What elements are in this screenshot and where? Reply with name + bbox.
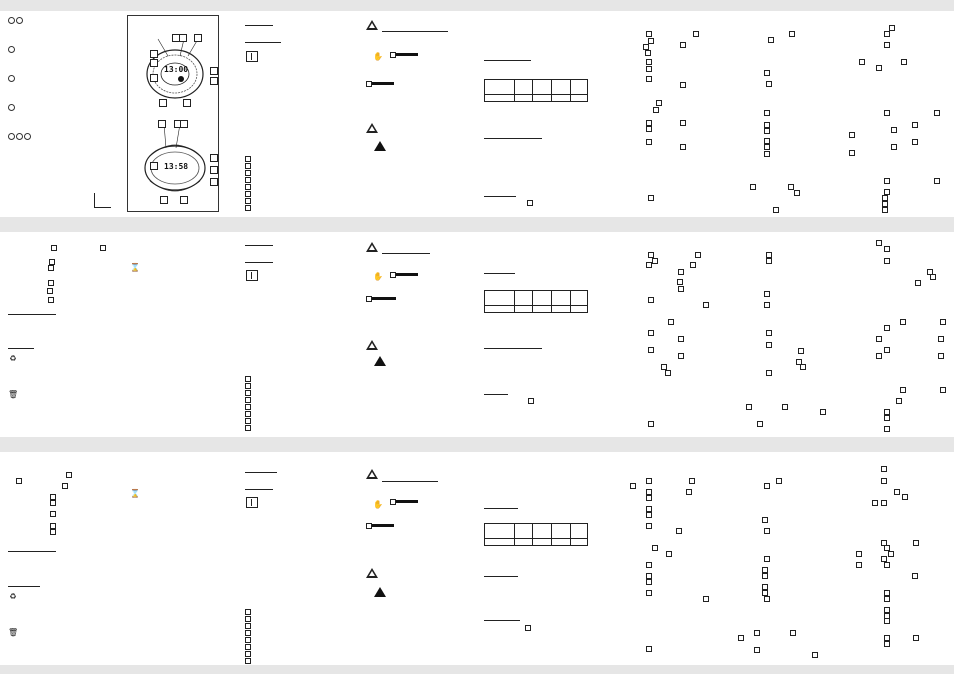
heading-rule bbox=[245, 472, 277, 473]
heading-rule bbox=[484, 138, 542, 139]
heading-rule bbox=[245, 42, 281, 43]
heading-rule bbox=[484, 196, 516, 197]
warning-icon bbox=[366, 469, 378, 479]
hazard-icon bbox=[374, 587, 386, 597]
symbol-icon bbox=[8, 46, 15, 53]
manual-icon bbox=[246, 51, 258, 62]
callout-label bbox=[210, 166, 218, 174]
callout-label bbox=[210, 154, 218, 162]
heading-rule bbox=[382, 253, 430, 254]
warning-icon bbox=[366, 568, 378, 578]
hand-icon: ✋ bbox=[373, 272, 383, 281]
callout-label bbox=[210, 178, 218, 186]
recycle-icon: ♻ bbox=[9, 354, 17, 363]
page-panel-1: 13:00 13:58 ✋ bbox=[0, 0, 954, 217]
heading-rule bbox=[484, 620, 520, 621]
page-panel-3: ⌛ ♻ 🗑 ✋ bbox=[0, 452, 954, 665]
separator-band-bottom bbox=[0, 665, 954, 674]
symbol-icon bbox=[8, 133, 15, 140]
heading-rule bbox=[484, 576, 518, 577]
marker-box bbox=[390, 499, 396, 505]
heading-rule bbox=[484, 273, 515, 274]
heading-rule bbox=[484, 348, 542, 349]
watch-illustration bbox=[144, 38, 206, 192]
callout-label bbox=[183, 99, 191, 107]
heading-rule bbox=[245, 262, 273, 263]
sleep-icon: ⌛ bbox=[130, 263, 140, 272]
sleep-icon: ⌛ bbox=[130, 489, 140, 498]
highlight-bar bbox=[372, 82, 394, 85]
display-bottom: 13:58 bbox=[164, 162, 189, 171]
manual-icon bbox=[246, 270, 258, 281]
highlight-bar bbox=[372, 524, 394, 527]
bin-icon: 🗑 bbox=[8, 390, 19, 399]
heading-rule bbox=[8, 551, 56, 552]
watch-figure: 13:00 13:58 bbox=[127, 15, 219, 212]
usage-table bbox=[484, 523, 588, 546]
heading-rule bbox=[382, 31, 448, 32]
warning-icon bbox=[366, 340, 378, 350]
separator-band-1 bbox=[0, 217, 954, 232]
hazard-icon bbox=[374, 356, 386, 366]
heading-rule bbox=[8, 348, 34, 349]
warning-icon bbox=[366, 242, 378, 252]
callout-label bbox=[160, 196, 168, 204]
separator-band-top bbox=[0, 0, 954, 11]
callout-label bbox=[150, 50, 158, 58]
heading-rule bbox=[245, 245, 273, 246]
highlight-bar bbox=[396, 500, 418, 503]
marker-box bbox=[366, 296, 372, 302]
marker-box bbox=[366, 523, 372, 529]
symbol-icon bbox=[8, 17, 15, 24]
heading-rule bbox=[8, 314, 56, 315]
symbol-icon bbox=[24, 133, 31, 140]
marker-box bbox=[390, 52, 396, 58]
heading-rule bbox=[245, 489, 273, 490]
symbol-icon bbox=[8, 75, 15, 82]
bin-icon: 🗑 bbox=[8, 628, 19, 637]
hazard-icon bbox=[374, 141, 386, 151]
corner-mark bbox=[94, 193, 111, 208]
marker-box bbox=[390, 272, 396, 278]
warning-icon bbox=[366, 20, 378, 30]
heading-rule bbox=[382, 481, 438, 482]
callout-label bbox=[158, 120, 166, 128]
heading-rule bbox=[484, 394, 508, 395]
display-top: 13:00 bbox=[164, 65, 189, 74]
callout-label bbox=[159, 99, 167, 107]
ref-box bbox=[527, 200, 533, 206]
heading-rule bbox=[8, 586, 40, 587]
usage-table bbox=[484, 79, 588, 102]
callout-label bbox=[150, 74, 158, 82]
heading-rule bbox=[245, 25, 273, 26]
highlight-bar bbox=[396, 53, 418, 56]
callout-label bbox=[150, 59, 158, 67]
callout-label bbox=[180, 196, 188, 204]
heading-rule bbox=[484, 508, 518, 509]
manual-icon bbox=[246, 497, 258, 508]
heading-rule bbox=[484, 60, 531, 61]
usage-table bbox=[484, 290, 588, 313]
ref-box bbox=[525, 625, 531, 631]
marker-box bbox=[366, 81, 372, 87]
highlight-bar bbox=[396, 273, 418, 276]
separator-band-2 bbox=[0, 437, 954, 452]
symbol-icon bbox=[16, 133, 23, 140]
callout-label bbox=[179, 34, 187, 42]
hand-icon: ✋ bbox=[373, 500, 383, 509]
page-panel-2: ⌛ ♻ 🗑 ✋ bbox=[0, 232, 954, 437]
recycle-icon: ♻ bbox=[9, 592, 17, 601]
callout-label bbox=[210, 67, 218, 75]
callout-label bbox=[150, 162, 158, 170]
callout-label bbox=[180, 120, 188, 128]
highlight-bar bbox=[372, 297, 396, 300]
symbol-icon bbox=[16, 17, 23, 24]
symbol-icon bbox=[8, 104, 15, 111]
callout-label bbox=[210, 77, 218, 85]
ref-box bbox=[528, 398, 534, 404]
warning-icon bbox=[366, 123, 378, 133]
callout-label bbox=[194, 34, 202, 42]
hand-icon: ✋ bbox=[373, 52, 383, 61]
